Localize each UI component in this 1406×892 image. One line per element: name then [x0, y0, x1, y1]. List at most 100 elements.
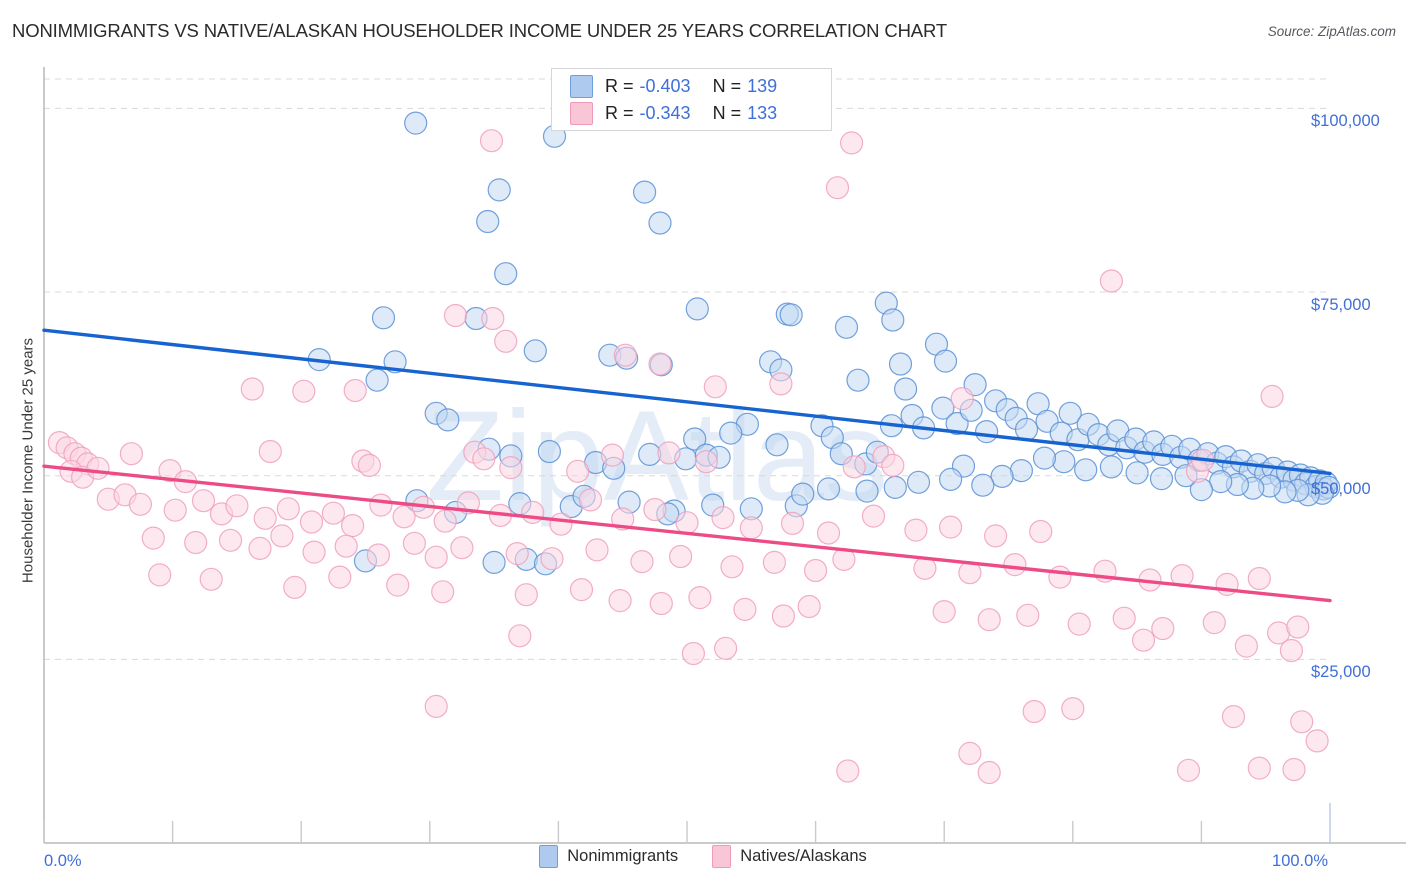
data-point[interactable] [836, 759, 860, 783]
data-point[interactable] [1016, 603, 1040, 627]
data-point[interactable] [1022, 699, 1046, 724]
data-point[interactable] [893, 377, 918, 401]
data-point[interactable] [404, 111, 428, 135]
data-point[interactable] [148, 563, 172, 587]
data-point[interactable] [386, 573, 410, 597]
data-point[interactable] [508, 624, 532, 648]
data-point[interactable] [366, 543, 390, 567]
data-point[interactable] [487, 178, 511, 202]
data-point[interactable] [613, 343, 637, 367]
data-point[interactable] [443, 303, 468, 328]
data-point[interactable] [191, 489, 216, 513]
data-point[interactable] [481, 306, 505, 331]
data-point[interactable] [657, 441, 681, 465]
data-point[interactable] [1234, 634, 1259, 658]
data-point[interactable] [1290, 710, 1314, 734]
data-point[interactable] [328, 565, 352, 589]
data-point[interactable] [780, 511, 805, 536]
data-point[interactable] [834, 315, 859, 339]
data-point[interactable] [632, 180, 657, 204]
data-point[interactable] [218, 528, 243, 552]
data-point[interactable] [881, 308, 905, 332]
data-point[interactable] [514, 583, 538, 607]
data-point[interactable] [906, 470, 931, 494]
data-point[interactable] [765, 433, 789, 457]
data-point[interactable] [566, 459, 590, 483]
data-point[interactable] [371, 306, 396, 330]
data-point[interactable] [683, 427, 707, 451]
data-point[interactable] [569, 577, 594, 602]
data-point[interactable] [1003, 552, 1027, 577]
data-point[interactable] [549, 512, 573, 536]
data-point[interactable] [842, 455, 866, 479]
data-point[interactable] [357, 453, 381, 477]
data-point[interactable] [505, 541, 529, 566]
data-point[interactable] [424, 545, 448, 569]
data-point[interactable] [578, 488, 603, 512]
data-point[interactable] [932, 599, 956, 624]
data-point[interactable] [797, 594, 821, 619]
data-point[interactable] [668, 544, 693, 569]
data-point[interactable] [803, 558, 828, 583]
data-point[interactable] [762, 550, 787, 575]
data-point[interactable] [1209, 470, 1233, 494]
data-point[interactable] [974, 420, 999, 444]
legend-item-nonimmigrants[interactable]: Nonimmigrants [539, 845, 678, 868]
data-point[interactable] [1286, 615, 1310, 639]
data-point[interactable] [711, 505, 735, 530]
data-point[interactable] [341, 513, 365, 538]
data-point[interactable] [1032, 446, 1057, 470]
data-point[interactable] [931, 396, 955, 420]
data-point[interactable] [119, 442, 143, 466]
data-point[interactable] [933, 349, 958, 373]
data-point[interactable] [904, 518, 928, 542]
data-point[interactable] [983, 524, 1008, 548]
data-point[interactable] [499, 456, 523, 480]
data-point[interactable] [369, 493, 393, 517]
data-point[interactable] [321, 501, 345, 525]
data-point[interactable] [479, 129, 504, 153]
data-point[interactable] [1176, 758, 1201, 782]
legend-item-natives[interactable]: Natives/Alaskans [712, 845, 867, 868]
data-point[interactable] [648, 211, 672, 235]
data-point[interactable] [240, 377, 264, 401]
data-point[interactable] [225, 494, 249, 518]
data-point[interactable] [141, 526, 165, 550]
data-point[interactable] [950, 387, 974, 411]
data-point[interactable] [299, 510, 324, 534]
data-point[interactable] [476, 209, 500, 234]
data-point[interactable] [450, 536, 474, 560]
data-point[interactable] [1149, 467, 1174, 491]
data-point[interactable] [703, 375, 727, 399]
data-point[interactable] [1112, 606, 1136, 630]
data-point[interactable] [846, 368, 870, 392]
data-point[interactable] [733, 597, 757, 622]
data-point[interactable] [688, 585, 712, 610]
data-point[interactable] [600, 443, 625, 467]
data-point[interactable] [292, 379, 316, 403]
data-point[interactable] [343, 378, 367, 403]
data-point[interactable] [472, 447, 496, 471]
data-point[interactable] [433, 509, 457, 533]
data-point[interactable] [739, 516, 763, 540]
data-point[interactable] [630, 549, 654, 574]
data-point[interactable] [977, 760, 1001, 785]
data-point[interactable] [392, 505, 416, 529]
data-point[interactable] [1247, 756, 1271, 780]
data-point[interactable] [431, 580, 455, 604]
data-point[interactable] [675, 511, 699, 535]
data-point[interactable] [769, 372, 793, 396]
data-point[interactable] [494, 262, 518, 286]
data-point[interactable] [816, 477, 841, 501]
data-point[interactable] [258, 439, 282, 464]
data-point[interactable] [648, 352, 672, 376]
data-point[interactable] [1125, 461, 1149, 485]
data-point[interactable] [402, 531, 426, 555]
data-point[interactable] [719, 421, 743, 445]
data-point[interactable] [1279, 638, 1304, 663]
data-point[interactable] [720, 555, 744, 579]
data-point[interactable] [523, 339, 547, 363]
data-point[interactable] [855, 479, 879, 503]
data-point[interactable] [643, 497, 667, 522]
data-point[interactable] [163, 498, 187, 522]
